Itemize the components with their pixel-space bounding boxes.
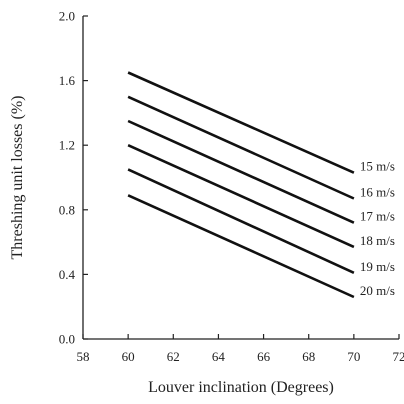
x-ticks: 58 60 62 64 66 68 70 72 <box>77 334 404 364</box>
y-tick-label: 1.2 <box>59 138 75 153</box>
series-label: 15 m/s <box>360 159 395 174</box>
x-tick-label: 72 <box>393 349 404 364</box>
series-group: 15 m/s 16 m/s 17 m/s 18 m/s 19 m/s 20 m/s <box>127 71 395 299</box>
y-tick-label: 0.8 <box>59 202 75 217</box>
y-tick-label: 0.0 <box>59 332 75 347</box>
y-ticks: 0.0 0.4 0.8 1.2 1.6 2.0 <box>59 9 88 347</box>
y-tick-label: 0.4 <box>59 267 76 282</box>
series-label: 16 m/s <box>360 184 395 199</box>
y-tick-label: 1.6 <box>59 73 76 88</box>
series-line-16-m-s <box>127 95 355 200</box>
series-line-19-m-s <box>127 168 355 274</box>
series-label: 17 m/s <box>360 209 395 224</box>
series-label: 18 m/s <box>360 233 395 248</box>
x-tick-label: 64 <box>212 349 226 364</box>
series-label: 19 m/s <box>360 259 395 274</box>
x-tick-label: 70 <box>347 349 360 364</box>
x-axis-label: Louver inclination (Degrees) <box>148 379 334 396</box>
axes <box>82 16 399 340</box>
series-line-20-m-s <box>127 194 355 299</box>
y-tick-label: 2.0 <box>59 9 75 24</box>
x-tick-label: 60 <box>122 349 135 364</box>
y-axis-label: Threshing unit losses (%) <box>9 96 26 260</box>
x-tick-label: 58 <box>77 349 90 364</box>
series-line-18-m-s <box>127 144 355 249</box>
series-line-15-m-s <box>127 71 355 174</box>
x-tick-label: 68 <box>302 349 315 364</box>
series-label: 20 m/s <box>360 283 395 298</box>
series-line-17-m-s <box>127 119 355 224</box>
x-tick-label: 62 <box>167 349 180 364</box>
x-tick-label: 66 <box>257 349 271 364</box>
